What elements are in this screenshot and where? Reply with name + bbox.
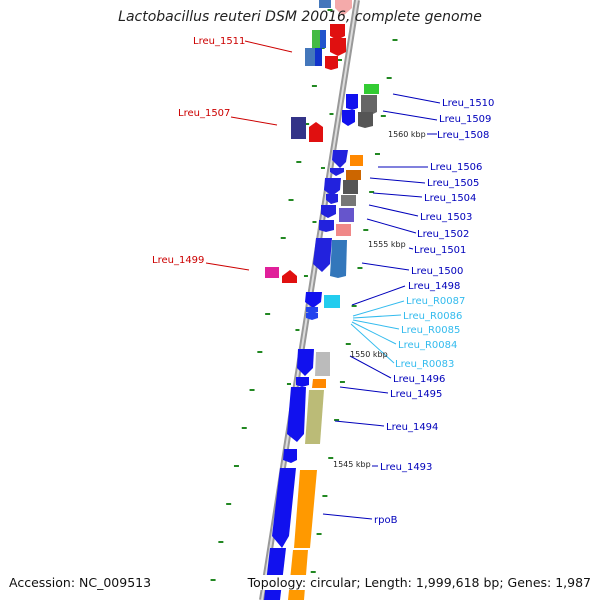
left-labels: Lreu_1511 Lreu_1507 Lreu_1499 [152,36,245,266]
gene-arrow [297,349,314,376]
kbp-marker: 1555 kbp [368,240,406,249]
gene-arrow [305,292,322,308]
gene-arrow [336,224,351,236]
gene-arrow [350,155,363,166]
gene-arrow [283,449,297,463]
gene-label: Lreu_1504 [424,193,476,204]
gene-arrow [309,122,323,142]
gene-label: Lreu_1509 [439,114,491,125]
gene-arrow [330,24,345,40]
gene-label: rpoB [374,515,398,526]
gene-arrow [296,377,309,387]
gene-block [320,30,326,48]
gene-arrow [305,390,324,444]
gene-arrow [287,387,306,442]
kbp-marker: 1550 kbp [350,350,388,359]
gene-arrow [321,205,336,218]
gene-arrow [313,238,332,272]
gene-label: Lreu_1500 [411,266,463,277]
position-markers: 1560 kbp 1555 kbp 1550 kbp 1545 kbp [333,130,426,469]
gene-label: Lreu_1506 [430,162,482,173]
gene-block [265,267,279,278]
gene-block [315,48,322,66]
gene-arrow [306,307,318,314]
gene-arrow [330,240,347,278]
genome-summary-text: Topology: circular; Length: 1,999,618 bp… [243,575,591,590]
gene-label: Lreu_R0083 [395,359,454,370]
gene-label: Lreu_1508 [437,130,489,141]
gene-label: Lreu_R0086 [403,311,462,322]
gene-arrow [330,168,344,176]
gene-arrow [282,270,297,283]
gene-label: Lreu_1502 [417,229,469,240]
kbp-marker: 1560 kbp [388,130,426,139]
gene-arrow [324,295,340,308]
gene-arrow [325,56,338,70]
gene-arrow [272,468,296,548]
gene-arrow [330,38,346,56]
gene-block [305,48,315,66]
gene-label: Lreu_1510 [442,98,494,109]
gene-arrow [312,379,326,388]
gene-block [319,0,331,8]
map-title: Lactobacillus reuteri DSM 20016, complet… [118,9,482,25]
gene-block [312,30,320,48]
gene-arrow [306,313,318,320]
gene-block [291,117,306,139]
gene-arrow [332,150,348,168]
leader-lines [205,40,441,520]
gene-arrow [342,110,355,126]
gene-arrow [361,95,377,116]
gene-label: Lreu_R0084 [398,340,457,351]
gene-label: Lreu_1503 [420,212,472,223]
gene-arrow [346,170,361,180]
kbp-marker: 1545 kbp [333,460,371,469]
right-labels: Lreu_1510 Lreu_1509 Lreu_1508 Lreu_1506 … [374,98,494,526]
gene-arrow [346,94,358,110]
gene-arrow [358,112,373,128]
gene-label: Lreu_1499 [152,255,204,266]
gene-label: Lreu_1498 [408,281,460,292]
gene-arrow [339,208,354,222]
gene-label: Lreu_1495 [390,389,442,400]
gene-label: Lreu_1493 [380,462,432,473]
gene-label: Lreu_R0087 [406,296,465,307]
gene-label: Lreu_1511 [193,36,245,47]
gene-arrow [315,352,330,376]
gene-label: Lreu_1496 [393,374,445,385]
gene-arrow [324,178,341,196]
gene-label: Lreu_R0085 [401,325,460,336]
gene-arrow [364,84,379,94]
gene-arrow [319,220,334,232]
gene-label: Lreu_1494 [386,422,438,433]
gene-label: Lreu_1507 [178,108,230,119]
gene-label: Lreu_1501 [414,245,466,256]
gene-arrow [294,470,317,548]
gene-label: Lreu_1505 [427,178,479,189]
gene-arrow [343,180,358,194]
gene-arrow [341,195,356,206]
accession-text: Accession: NC_009513 [9,575,152,590]
gene-arrow [326,194,338,204]
gene-arrow [335,0,352,16]
